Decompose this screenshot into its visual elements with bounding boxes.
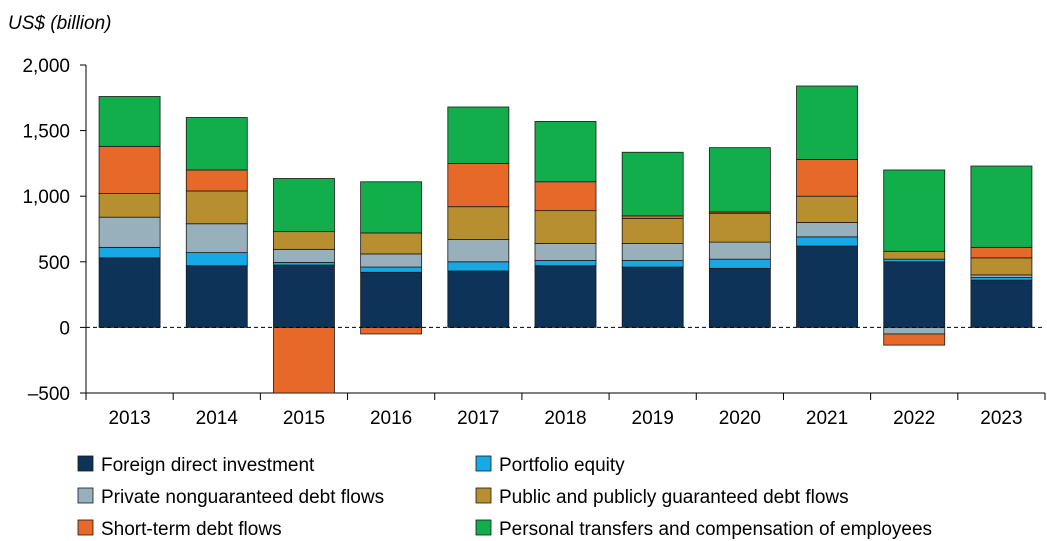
bar-segment — [621, 218, 684, 244]
y-tick-label: 1,000 — [22, 187, 70, 208]
bar-segment — [883, 261, 946, 328]
bar-segment — [708, 241, 771, 260]
bar-segment — [447, 206, 510, 240]
bar-segment — [534, 210, 597, 244]
bar-segment — [360, 271, 423, 328]
x-tick-label: 2019 — [632, 408, 674, 429]
bar-segment — [970, 279, 1033, 328]
bar-segment — [185, 117, 248, 171]
bar-segment — [185, 169, 248, 192]
y-tick-label: –500 — [28, 384, 70, 405]
x-axis: 2013 2014 2015 2016 2017 2018 2019 2020 2021 2022… — [85, 392, 1046, 429]
legend-swatch — [475, 519, 492, 536]
x-tick-label: 2015 — [283, 408, 325, 429]
bar-segment — [273, 231, 335, 250]
bar-segment — [360, 253, 423, 268]
bar-segment — [883, 333, 946, 346]
bar-segment — [98, 96, 161, 147]
y-tick-label: 0 — [59, 318, 70, 339]
bar-segment — [534, 260, 597, 267]
x-tick-label: 2018 — [544, 408, 586, 429]
bar-segment — [98, 216, 161, 248]
bar-segment — [796, 195, 858, 223]
bar-segment — [360, 326, 423, 335]
bar-segment — [185, 265, 248, 328]
bar-segment — [970, 257, 1033, 276]
bar-segment — [708, 258, 771, 269]
bar-segment — [98, 257, 161, 328]
bar-segment — [621, 243, 684, 261]
bar-segment — [621, 266, 684, 328]
x-tick-label: 2020 — [719, 408, 761, 429]
bar-segment — [273, 326, 335, 394]
bar-segment — [708, 147, 771, 213]
legend-swatch — [77, 487, 94, 504]
x-tick-label: 2014 — [196, 408, 239, 429]
y-axis-label: US$ (billion) — [8, 13, 111, 34]
bar-segment — [534, 181, 597, 212]
x-tick-label: 2016 — [370, 408, 412, 429]
x-tick-label: 2023 — [980, 408, 1022, 429]
x-tick-label: 2013 — [108, 408, 150, 429]
bar-segment — [621, 151, 684, 217]
bar-segment — [447, 270, 510, 328]
legend-swatch — [77, 455, 94, 472]
bar-segment — [273, 178, 335, 233]
bar-segment — [970, 165, 1033, 248]
legend: Foreign direct investment Portfolio equit… — [77, 455, 932, 540]
bar-segment — [883, 250, 946, 260]
bar-segment — [534, 265, 597, 328]
bar-segment — [98, 246, 161, 259]
bar-segment — [360, 266, 423, 273]
bar-segment — [534, 243, 597, 261]
bar-segment — [447, 261, 510, 272]
bar-segment — [708, 212, 771, 243]
bar-segment — [98, 193, 161, 218]
y-axis: –500 0 500 1,000 1,500 2,000 — [22, 56, 87, 405]
legend-label: Short-term debt flows — [101, 519, 282, 540]
bar-segment — [447, 162, 510, 208]
bar-segment — [447, 106, 510, 164]
bars — [98, 85, 1033, 394]
bar-segment — [796, 159, 858, 197]
bar-segment — [883, 326, 946, 335]
x-tick-label: 2021 — [806, 408, 848, 429]
bar-segment — [98, 145, 161, 194]
legend-swatch — [475, 487, 492, 504]
bar-segment — [796, 245, 858, 328]
bar-segment — [796, 85, 858, 160]
bar-segment — [883, 169, 946, 252]
legend-swatch — [77, 519, 94, 536]
legend-label: Personal transfers and compensation of e… — [499, 519, 932, 540]
bar-segment — [360, 181, 423, 234]
x-tick-label: 2022 — [893, 408, 935, 429]
y-tick-label: 2,000 — [22, 56, 70, 77]
bar-segment — [360, 232, 423, 255]
x-tick-label: 2017 — [457, 408, 499, 429]
bar-segment — [273, 248, 335, 263]
bar-segment — [185, 252, 248, 267]
bar-segment — [273, 264, 335, 328]
y-tick-label: 500 — [38, 253, 70, 274]
bar-segment — [970, 246, 1033, 259]
legend-label: Portfolio equity — [499, 455, 625, 476]
legend-swatch — [475, 455, 492, 472]
legend-label: Private nonguaranteed debt flows — [101, 487, 384, 508]
legend-label: Foreign direct investment — [101, 455, 315, 476]
bar-segment — [185, 190, 248, 225]
legend-label: Public and publicly guaranteed debt flow… — [499, 487, 849, 508]
bar-segment — [185, 223, 248, 254]
bar-segment — [708, 267, 771, 328]
bar-segment — [621, 260, 684, 268]
y-tick-label: 1,500 — [22, 122, 70, 143]
bar-segment — [796, 222, 858, 238]
bar-segment — [534, 121, 597, 183]
bar-segment — [447, 239, 510, 263]
bar-segment — [796, 236, 858, 247]
